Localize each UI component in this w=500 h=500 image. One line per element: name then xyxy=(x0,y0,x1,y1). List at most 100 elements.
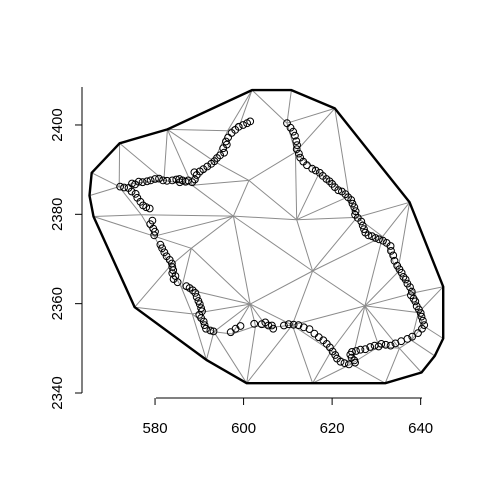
data-point-147 xyxy=(416,309,425,317)
data-point-162 xyxy=(366,343,375,351)
data-point-153 xyxy=(408,332,417,341)
data-point-152 xyxy=(414,329,422,338)
data-point-160 xyxy=(374,342,383,351)
data-point-114 xyxy=(347,196,356,204)
x-tick-label-0: 580 xyxy=(143,420,168,437)
axes xyxy=(81,87,422,399)
triangulation-edge-31 xyxy=(91,172,120,188)
x-tick-label-1: 600 xyxy=(231,420,256,437)
triangulation-edge-108 xyxy=(292,305,366,326)
data-point-176 xyxy=(328,347,337,356)
triangulation-edge-90 xyxy=(231,303,251,335)
triangulation-edge-86 xyxy=(181,248,192,289)
y-tick-label-3: 2400 xyxy=(49,108,66,141)
triangulation-edge-27 xyxy=(134,265,171,308)
data-point-33 xyxy=(146,176,155,185)
triangulation-edge-88 xyxy=(192,303,251,315)
triangulation-edge-100 xyxy=(364,236,384,307)
data-point-161 xyxy=(370,341,379,350)
triangulation-edge-77 xyxy=(233,215,297,221)
data-point-165 xyxy=(352,347,360,355)
triangulation-edge-57 xyxy=(191,313,215,333)
triangulation-edge-10 xyxy=(397,202,411,273)
data-points xyxy=(116,117,429,369)
triangulation-edge-96 xyxy=(233,215,313,272)
data-point-31 xyxy=(155,174,163,183)
data-point-56 xyxy=(160,248,169,257)
triangulation-edge-103 xyxy=(364,305,419,314)
data-point-149 xyxy=(419,316,427,325)
data-point-52 xyxy=(151,227,159,236)
triangulation-edge-78 xyxy=(232,180,250,217)
data-point-183 xyxy=(299,323,308,332)
triangulation-edge-33 xyxy=(119,142,165,181)
data-point-80 xyxy=(206,326,215,335)
data-point-29 xyxy=(163,176,171,185)
triangulation-edge-5 xyxy=(295,108,336,153)
triangulation-edge-9 xyxy=(382,201,410,237)
data-point-43 xyxy=(131,189,140,198)
triangulation-edge-97 xyxy=(312,217,358,272)
data-point-30 xyxy=(159,176,167,185)
triangulation-edge-18 xyxy=(312,363,352,384)
data-point-151 xyxy=(418,324,426,333)
triangulation-edge-14 xyxy=(411,339,436,357)
data-point-158 xyxy=(381,340,390,349)
data-point-95 xyxy=(292,137,301,146)
triangulation-edge-1 xyxy=(240,89,253,123)
data-point-78 xyxy=(200,321,209,330)
triangulation-edge-83 xyxy=(169,247,192,267)
hull-outline xyxy=(88,88,445,385)
data-point-53 xyxy=(150,231,159,240)
triangulation-edge-2 xyxy=(251,89,288,124)
triangulation-edge-65 xyxy=(135,179,164,184)
data-point-103 xyxy=(311,166,320,175)
data-point-9 xyxy=(219,144,228,153)
data-point-187 xyxy=(280,321,288,330)
data-point-120 xyxy=(357,217,366,226)
x-tick-label-3: 640 xyxy=(408,420,433,437)
data-point-122 xyxy=(360,225,368,234)
data-point-84 xyxy=(236,322,245,330)
triangulation-edge-101 xyxy=(364,272,398,307)
triangulation-edge-16 xyxy=(384,348,400,384)
data-point-70 xyxy=(192,293,201,301)
triangulation-edge-23 xyxy=(213,331,248,384)
data-point-164 xyxy=(356,345,365,354)
triangulation-edge-3 xyxy=(286,90,292,124)
data-point-156 xyxy=(391,339,400,348)
data-point-115 xyxy=(348,199,357,208)
triangulation-edge-22 xyxy=(246,325,256,384)
triangulation-edge-17 xyxy=(350,363,386,384)
data-point-1 xyxy=(243,119,252,128)
data-point-140 xyxy=(406,283,414,292)
triangulation-edges xyxy=(89,89,444,384)
triangulation-edge-74 xyxy=(296,172,320,220)
data-point-34 xyxy=(143,177,152,186)
data-point-94 xyxy=(291,131,299,140)
data-point-117 xyxy=(351,207,360,216)
triangulation-edge-81 xyxy=(154,215,234,237)
data-point-54 xyxy=(156,240,165,249)
data-point-116 xyxy=(350,203,359,212)
triangulation-edge-8 xyxy=(356,201,410,218)
triangulation-edge-99 xyxy=(312,270,366,307)
triangulation-edge-37 xyxy=(167,128,215,162)
data-point-107 xyxy=(325,177,334,186)
triangulation-edge-104 xyxy=(364,305,400,349)
data-point-174 xyxy=(333,354,341,363)
data-point-72 xyxy=(195,300,204,309)
data-point-28 xyxy=(168,176,177,185)
data-point-171 xyxy=(345,360,353,369)
data-point-127 xyxy=(375,235,383,244)
triangulation-edge-95 xyxy=(296,219,314,272)
data-point-141 xyxy=(407,287,416,296)
triangulation-edge-21 xyxy=(246,324,293,384)
data-point-124 xyxy=(364,231,373,240)
y-axis-ticks: 2340 2360 2380 2400 xyxy=(49,108,82,410)
triangulation-edge-70 xyxy=(248,151,296,181)
convex-hull xyxy=(88,88,445,385)
data-point-157 xyxy=(386,341,395,350)
triangulation-edge-35 xyxy=(166,129,193,186)
data-point-110 xyxy=(334,186,343,195)
